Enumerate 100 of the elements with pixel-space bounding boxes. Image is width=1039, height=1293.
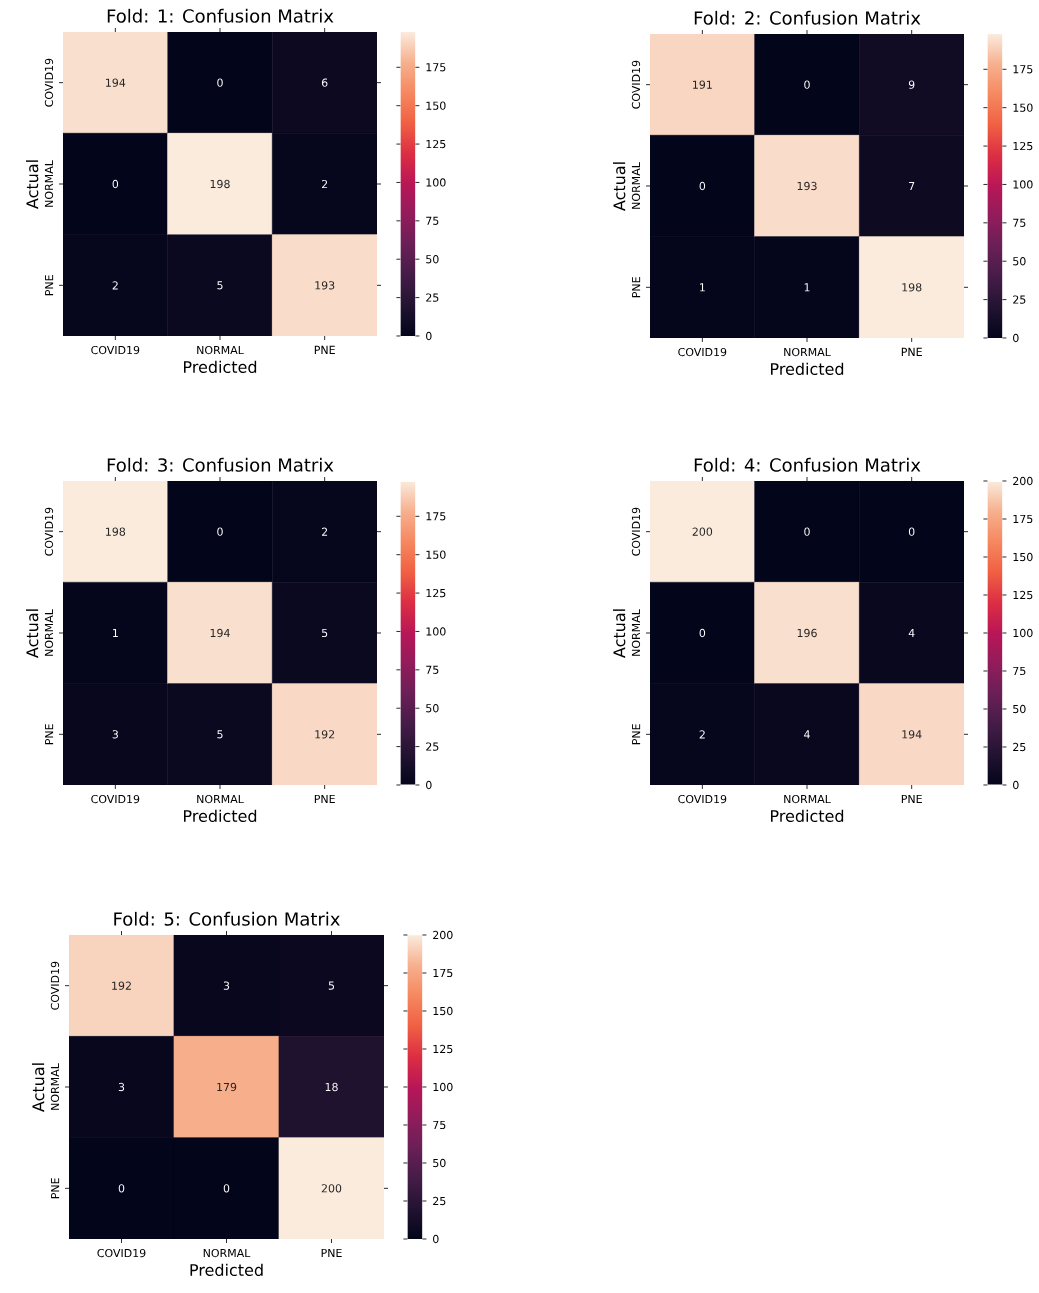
x-tick-label: PNE [314, 794, 335, 803]
data-label: 193 [797, 181, 817, 191]
color-bar-label: 0 [1013, 780, 1019, 790]
y-axis-title: Actual [612, 162, 626, 211]
data-label: 3 [223, 981, 230, 990]
color-bar-label: 175 [426, 63, 446, 72]
x-tick-label: COVID19 [91, 794, 140, 804]
data-label: 192 [315, 730, 335, 739]
color-bar-label: 25 [1013, 295, 1026, 304]
x-tick-label: NORMAL [197, 345, 244, 355]
color-bar-label: 75 [1013, 666, 1026, 676]
color-bar-label: 150 [433, 1006, 453, 1016]
data-label: 7 [909, 181, 915, 190]
data-label: 200 [321, 1184, 342, 1193]
y-tick-label: PNE [45, 275, 54, 296]
y-tick-label: PNE [632, 724, 641, 745]
color-bar-label: 100 [426, 178, 446, 187]
color-bar-label: 175 [1013, 65, 1033, 74]
x-axis-title: Predicted [771, 362, 844, 376]
chart-title: Fold: 5: Confusion Matrix [114, 911, 340, 926]
color-bar-label: 25 [433, 1196, 446, 1206]
chart-title: Fold: 4: Confusion Matrix [694, 457, 921, 472]
data-label: 0 [217, 78, 223, 87]
color-bar-label: 150 [426, 550, 446, 559]
color-bar-label: 75 [1013, 218, 1026, 227]
data-label: 5 [328, 981, 335, 990]
x-tick-label: COVID19 [97, 1248, 146, 1258]
color-bar-label: 75 [433, 1120, 446, 1130]
color-bar-label: 25 [426, 742, 439, 751]
data-label: 194 [106, 78, 126, 87]
color-bar-label: 75 [426, 665, 439, 674]
y-axis-title: Actual [31, 1063, 45, 1112]
y-tick-label: NORMAL [631, 162, 641, 209]
color-bar-label: 50 [426, 255, 439, 264]
color-bar-label: 200 [1013, 476, 1033, 486]
data-label: 6 [321, 78, 328, 87]
data-label: 191 [693, 80, 712, 89]
data-label: 3 [118, 1082, 125, 1092]
data-label: 198 [106, 527, 126, 536]
data-label: 4 [908, 628, 915, 638]
color-bar-label: 175 [1013, 514, 1033, 524]
color-bar-label: 125 [1013, 141, 1033, 151]
x-tick-label: NORMAL [197, 794, 244, 804]
color-bar-label: 0 [426, 780, 432, 790]
color-bar-label: 75 [426, 216, 439, 225]
color-bar-label: 150 [1013, 552, 1033, 562]
x-tick-label: NORMAL [203, 1248, 251, 1258]
y-tick-label: PNE [45, 724, 54, 745]
y-tick-label: PNE [632, 277, 641, 298]
color-bar-label: 125 [1013, 590, 1033, 600]
data-label: 1 [113, 628, 118, 638]
data-label: 2 [699, 730, 705, 739]
data-label: 0 [699, 628, 706, 638]
x-tick-label: PNE [321, 1248, 342, 1257]
data-label: 18 [325, 1082, 338, 1092]
color-bar-label: 100 [426, 627, 446, 636]
data-label: 3 [112, 730, 118, 739]
data-label: 198 [210, 179, 230, 189]
x-axis-title: Predicted [184, 360, 257, 374]
color-bar-label: 0 [426, 331, 432, 341]
y-tick-label: NORMAL [44, 160, 54, 207]
x-tick-label: COVID19 [91, 345, 140, 355]
color-bar-label: 0 [433, 1234, 439, 1244]
color-bar-label: 100 [1013, 628, 1033, 638]
y-axis-title: Actual [612, 609, 626, 658]
data-label: 2 [112, 281, 118, 290]
x-tick-label: NORMAL [784, 347, 831, 357]
y-tick-label: PNE [51, 1178, 60, 1199]
color-bar-label: 100 [1013, 180, 1033, 189]
data-label: 0 [112, 179, 119, 189]
color-bar-label: 200 [433, 930, 453, 940]
color-bar-label: 50 [1013, 704, 1026, 714]
data-label: 5 [322, 628, 328, 638]
y-tick-label: COVID19 [631, 507, 641, 556]
x-tick-label: PNE [901, 347, 922, 356]
data-label: 5 [217, 730, 223, 739]
x-axis-title: Predicted [190, 1263, 263, 1277]
color-bar-label: 125 [433, 1044, 453, 1054]
data-label: 1 [700, 283, 705, 292]
x-tick-label: PNE [901, 794, 922, 803]
data-label: 2 [321, 527, 328, 536]
x-axis-title: Predicted [184, 809, 257, 823]
data-label: 200 [692, 527, 713, 536]
chart-title: Fold: 3: Confusion Matrix [107, 457, 334, 472]
data-label: 0 [217, 527, 223, 536]
data-label: 198 [902, 283, 922, 292]
color-bar-label: 175 [433, 968, 453, 978]
color-bar-label: 100 [433, 1082, 453, 1092]
y-tick-label: NORMAL [50, 1063, 60, 1110]
y-tick-label: COVID19 [50, 961, 60, 1010]
x-tick-label: PNE [314, 345, 335, 354]
x-axis-title: Predicted [771, 809, 844, 823]
y-tick-label: COVID19 [44, 58, 54, 107]
y-tick-label: COVID19 [631, 60, 641, 109]
color-bar-label: 50 [1013, 257, 1026, 266]
y-tick-label: NORMAL [44, 609, 54, 656]
data-label: 179 [217, 1082, 237, 1092]
chart-title: Fold: 1: Confusion Matrix [107, 8, 334, 23]
data-label: 0 [223, 1184, 230, 1193]
chart-title: Fold: 2: Confusion Matrix [694, 10, 921, 25]
